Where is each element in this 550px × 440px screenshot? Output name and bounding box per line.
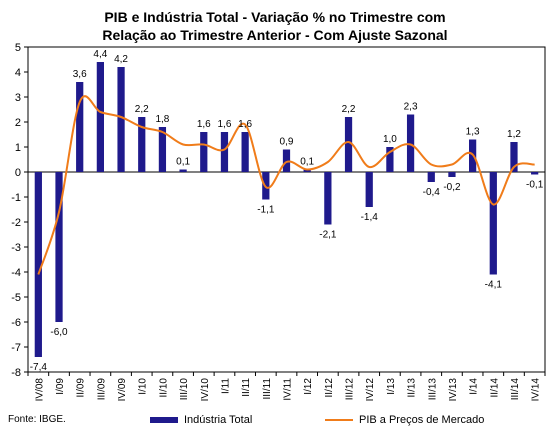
bar [489, 172, 497, 275]
bar-data-label: -0,2 [443, 182, 461, 193]
source-note: Fonte: IBGE. [8, 414, 66, 425]
x-tick-label: I/13 [386, 378, 397, 395]
legend-swatch-line [325, 419, 353, 421]
x-tick-label: IV/09 [117, 378, 128, 402]
y-tick-label: -3 [11, 242, 21, 254]
y-tick-label: -2 [11, 217, 21, 229]
bar-data-label: 1,6 [218, 119, 232, 130]
bar-data-label: -4,1 [485, 280, 503, 291]
bar-data-label: -7,4 [30, 362, 48, 373]
bar-data-label: 1,8 [155, 114, 169, 125]
bar-data-label: 4,4 [93, 49, 107, 60]
bar-data-label: 0,9 [280, 137, 294, 148]
bar [531, 172, 539, 175]
bar [448, 172, 456, 177]
x-tick-label: IV/08 [34, 378, 45, 402]
bar [220, 132, 229, 172]
bar [303, 169, 311, 172]
y-tick-label: -1 [11, 192, 21, 204]
bar [386, 147, 394, 172]
bar-data-label: -0,4 [423, 187, 441, 198]
y-tick-label: -4 [11, 267, 21, 279]
x-tick-label: II/12 [324, 378, 335, 398]
y-tick-label: 5 [15, 42, 21, 54]
bar [427, 172, 435, 182]
bar [406, 114, 415, 172]
bar-data-label: -6,0 [50, 327, 68, 338]
legend-label-pib: PIB a Preços de Mercado [359, 414, 485, 426]
y-tick-label: 3 [15, 92, 21, 104]
bar [158, 127, 167, 172]
y-tick-label: 1 [15, 142, 21, 154]
x-tick-label: II/13 [407, 378, 418, 398]
bar [324, 172, 332, 225]
y-tick-label: 0 [15, 167, 21, 179]
chart-title-line-2: Relação ao Trimestre Anterior - Com Ajus… [102, 27, 448, 43]
x-tick-label: III/12 [345, 378, 356, 401]
chart-title-line-1: PIB e Indústria Total - Variação % no Tr… [104, 9, 446, 25]
x-tick-label: II/09 [76, 378, 87, 398]
x-tick-label: III/11 [262, 378, 273, 400]
bar-data-label: 1,6 [238, 119, 252, 130]
x-tick-label: III/14 [510, 378, 521, 401]
bar [76, 82, 84, 172]
bar-data-label: 4,2 [114, 54, 128, 65]
bar-data-label: 1,2 [507, 129, 521, 140]
bar-data-label: 0,1 [300, 157, 314, 168]
bar-data-label: 1,0 [383, 134, 397, 145]
bar-data-label: 0,1 [176, 157, 190, 168]
bar-data-label: 2,3 [404, 102, 418, 113]
legend-swatch-bar [150, 417, 178, 423]
bar [200, 132, 208, 172]
bar [510, 142, 518, 172]
bar [55, 172, 63, 322]
x-tick-label: I/09 [55, 378, 66, 395]
y-tick-label: -6 [11, 317, 21, 329]
bar [96, 62, 104, 172]
bar-data-label: 2,2 [342, 104, 356, 115]
bar [138, 117, 146, 172]
bar-data-label: -1,1 [257, 205, 275, 216]
y-tick-label: 4 [15, 67, 21, 79]
bar [179, 169, 187, 172]
x-tick-label: III/10 [179, 378, 190, 401]
bar [241, 132, 249, 172]
y-tick-label: 2 [15, 117, 21, 129]
bar-data-label: 1,3 [466, 127, 480, 138]
legend-label-industria: Indústria Total [184, 414, 253, 426]
y-tick-label: -7 [11, 342, 21, 354]
bar [117, 67, 125, 172]
bar [365, 172, 373, 207]
legend-item-industria: Indústria Total [150, 414, 252, 426]
x-tick-label: I/14 [469, 378, 480, 395]
bar-data-label: 1,6 [197, 119, 211, 130]
bar [344, 117, 353, 172]
x-tick-label: I/12 [303, 378, 314, 395]
bar [34, 172, 42, 357]
x-tick-label: II/11 [241, 378, 252, 397]
legend-item-pib: PIB a Preços de Mercado [325, 414, 484, 426]
bar-data-label: -2,1 [319, 230, 337, 241]
x-tick-label: II/10 [158, 378, 169, 398]
y-tick-label: -8 [11, 367, 21, 379]
x-tick-label: III/13 [427, 378, 438, 401]
plot-area-border [27, 46, 546, 373]
x-tick-label: IV/13 [448, 378, 459, 402]
bar-data-label: 2,2 [135, 104, 149, 115]
bar [282, 149, 291, 172]
pib-line [37, 95, 535, 275]
x-tick-label: IV/14 [531, 378, 542, 402]
bar-data-label: 3,6 [73, 69, 87, 80]
x-tick-label: III/09 [96, 378, 107, 401]
x-tick-label: II/14 [489, 378, 500, 398]
x-tick-label: IV/11 [283, 378, 294, 401]
x-tick-label: I/11 [220, 378, 231, 394]
x-tick-label: IV/10 [200, 378, 211, 402]
y-tick-label: -5 [11, 292, 21, 304]
bar-data-label: -0,1 [526, 180, 544, 191]
x-tick-label: I/10 [138, 378, 149, 395]
bar-data-label: -1,4 [361, 212, 379, 223]
x-tick-label: IV/12 [365, 378, 376, 402]
